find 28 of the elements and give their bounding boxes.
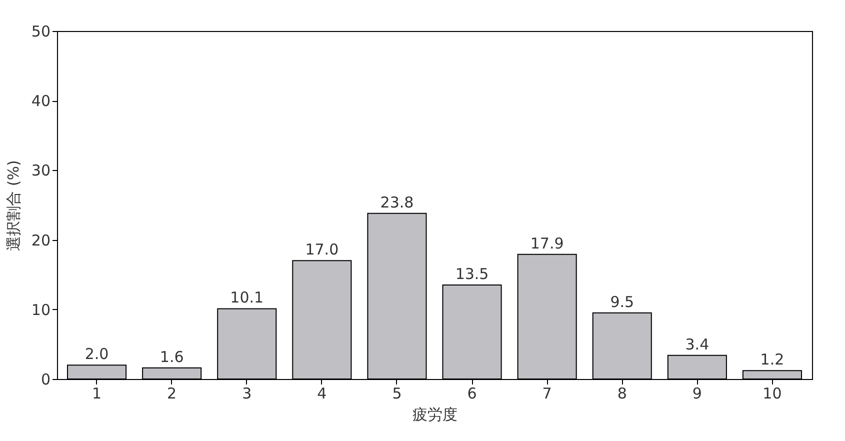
x-tick-label: 5 — [392, 384, 402, 402]
y-tick-label: 0 — [40, 370, 50, 388]
data-label: 17.9 — [530, 234, 564, 252]
x-axis-title: 疲労度 — [412, 406, 458, 424]
data-label: 1.6 — [160, 348, 184, 366]
x-tick-label: 8 — [617, 384, 627, 402]
x-tick-label: 7 — [542, 384, 552, 402]
data-label: 2.0 — [84, 345, 109, 364]
data-label: 9.5 — [610, 292, 634, 311]
y-tick-label: 20 — [31, 231, 50, 250]
data-label: 17.0 — [305, 240, 339, 259]
data-label: 23.8 — [380, 193, 414, 212]
y-tick-label: 30 — [31, 162, 50, 180]
x-tick-label: 10 — [762, 384, 782, 402]
x-tick-label: 3 — [242, 384, 252, 402]
data-label: 10.1 — [230, 288, 264, 307]
y-tick-label: 50 — [31, 22, 50, 40]
data-label: 3.4 — [685, 335, 710, 354]
data-label: 1.2 — [760, 350, 784, 369]
x-tick-label: 4 — [317, 384, 327, 402]
x-tick-label: 1 — [92, 384, 102, 402]
x-tick-label: 9 — [692, 384, 702, 402]
y-axis-title: 選択割合 (%) — [4, 160, 22, 251]
y-tick-label: 40 — [31, 92, 50, 110]
x-tick-label: 2 — [167, 384, 177, 402]
x-tick-label: 6 — [467, 384, 477, 402]
y-tick-label: 10 — [31, 300, 50, 319]
data-label: 13.5 — [455, 265, 489, 284]
